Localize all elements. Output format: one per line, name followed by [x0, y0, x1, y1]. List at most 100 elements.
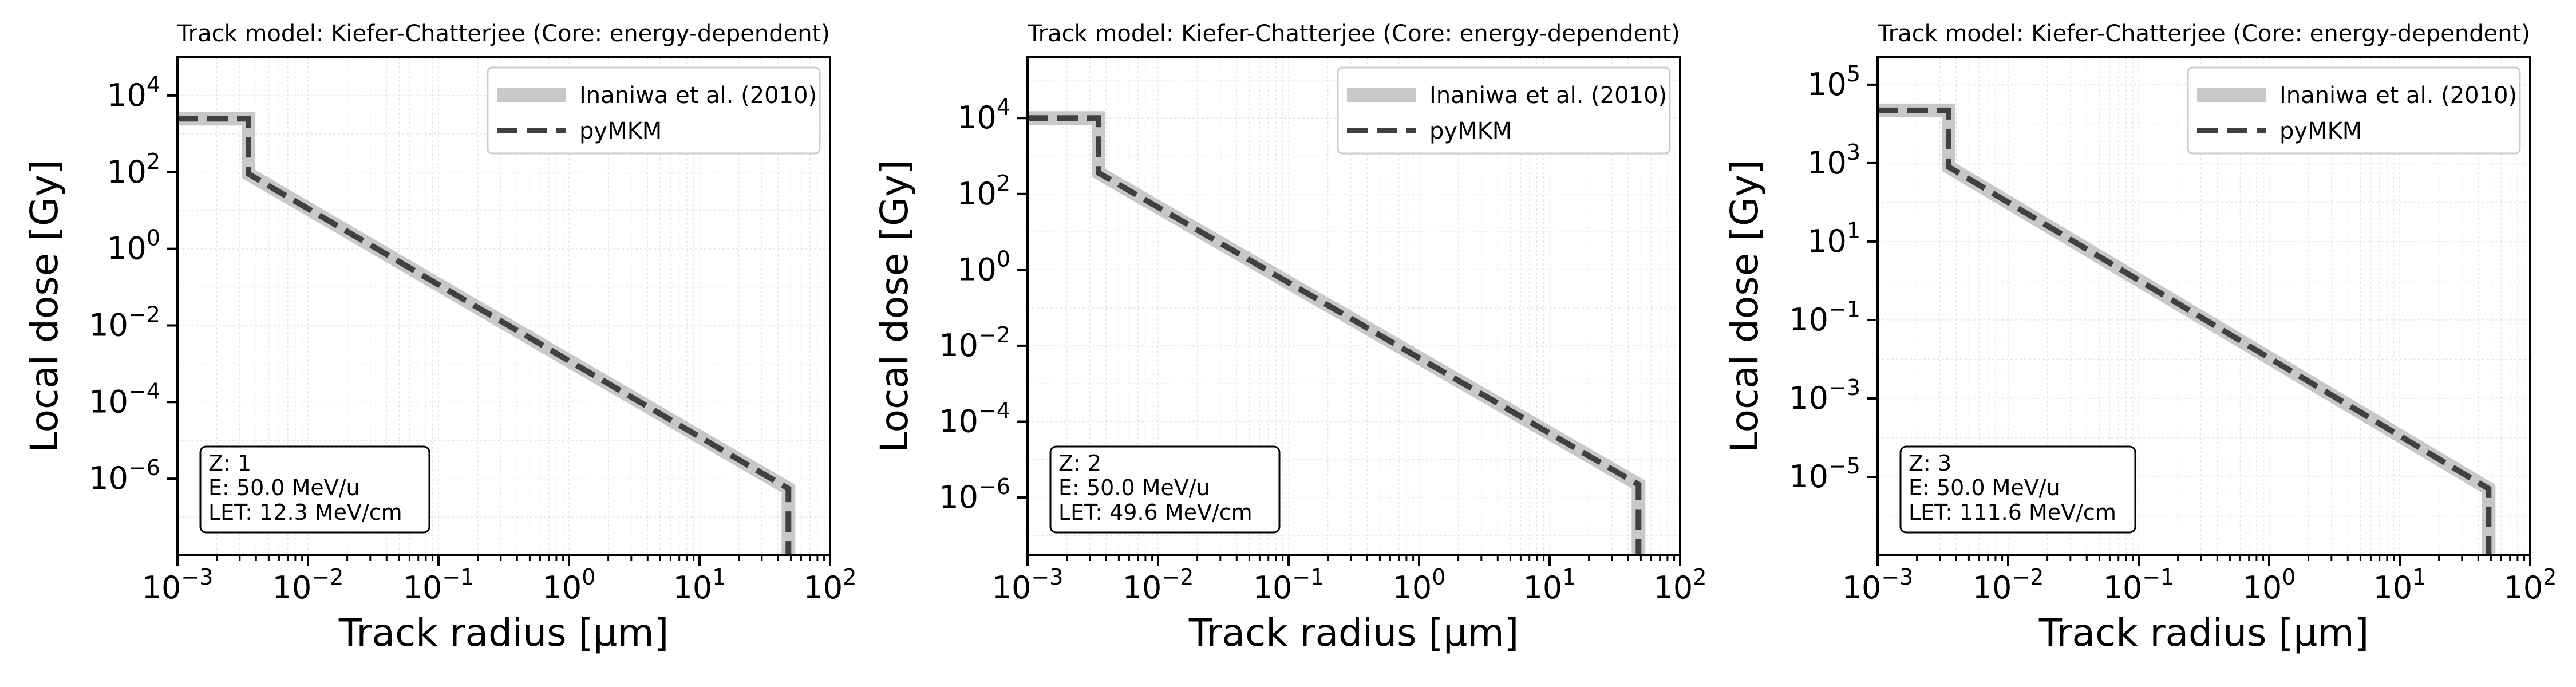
legend-label: Inaniwa et al. (2010)	[2279, 82, 2517, 109]
x-tick-exponent: −1	[442, 564, 474, 590]
x-tick-base: 10	[1253, 570, 1293, 606]
legend: Inaniwa et al. (2010) pyMKM	[1337, 66, 1671, 155]
y-tick-label: 10−2	[939, 322, 1010, 364]
annotation-line: LET: 12.3 MeV/cm	[208, 500, 402, 525]
chart-title: Track model: Kiefer-Chatterjee (Core: en…	[177, 21, 830, 47]
y-tick-label: 103	[1807, 140, 1860, 181]
annotation-box	[199, 445, 430, 534]
y-tick-label: 10−4	[89, 378, 160, 420]
series-line-pymkm	[177, 116, 792, 555]
legend-label: pyMKM	[1429, 118, 1512, 144]
legend: Inaniwa et al. (2010) pyMKM	[2187, 66, 2521, 155]
y-tick-exponent: −5	[1828, 453, 1860, 479]
y-tick-label: 10−6	[89, 455, 160, 496]
y-tick-base: 10	[107, 77, 147, 113]
x-tick-label: 100	[543, 564, 596, 606]
x-tick-label: 10−1	[1253, 564, 1325, 606]
y-tick-base: 10	[89, 307, 128, 343]
y-tick-label: 100	[107, 226, 160, 267]
y-tick-exponent: 4	[147, 72, 160, 97]
y-tick-base: 10	[939, 479, 978, 515]
x-tick-exponent: 0	[2282, 564, 2296, 590]
y-tick-exponent: 3	[1847, 140, 1860, 165]
x-tick-base: 10	[543, 570, 582, 606]
x-tick-base: 10	[2373, 570, 2413, 606]
x-tick-label: 100	[1393, 564, 1446, 606]
x-tick-exponent: −2	[2012, 564, 2044, 590]
x-tick-exponent: −3	[1031, 564, 1063, 590]
x-tick-exponent: −1	[1292, 564, 1324, 590]
x-tick-label: 101	[1523, 564, 1577, 606]
x-axis-label: Track radius [μm]	[338, 611, 669, 655]
x-tick-base: 10	[804, 570, 843, 606]
x-tick-exponent: −1	[2142, 564, 2174, 590]
annotation-line: LET: 49.6 MeV/cm	[1058, 500, 1253, 525]
y-tick-exponent: 1	[1847, 218, 1860, 243]
x-tick-label: 100	[2243, 564, 2296, 606]
y-tick-label: 105	[1807, 61, 1860, 102]
y-tick-label: 10−2	[89, 302, 160, 343]
y-tick-exponent: 0	[997, 246, 1010, 271]
y-tick-exponent: −1	[1828, 297, 1860, 322]
x-tick-base: 10	[2243, 570, 2282, 606]
x-tick-base: 10	[673, 570, 713, 606]
y-tick-base: 10	[1789, 459, 1828, 495]
y-tick-label: 104	[107, 72, 160, 113]
annotation-line: E: 50.0 MeV/u	[1909, 475, 2060, 500]
annotation-line: Z: 1	[208, 451, 251, 476]
annotation-line: E: 50.0 MeV/u	[208, 475, 360, 500]
y-axis-label: Local dose [Gy]	[22, 160, 66, 453]
annotation-line: Z: 2	[1058, 451, 1101, 476]
y-tick-exponent: 2	[147, 149, 160, 174]
x-tick-base: 10	[992, 570, 1032, 606]
y-tick-base: 10	[89, 384, 128, 420]
x-tick-base: 10	[1654, 570, 1693, 606]
legend-label: Inaniwa et al. (2010)	[1429, 82, 1667, 109]
x-tick-exponent: −3	[1881, 564, 1913, 590]
annotation-line: Z: 3	[1909, 451, 1951, 476]
y-axis-label: Local dose [Gy]	[872, 160, 916, 453]
y-tick-label: 10−4	[939, 398, 1010, 439]
y-tick-label: 10−1	[1789, 297, 1860, 338]
x-tick-base: 10	[1842, 570, 1882, 606]
y-tick-base: 10	[1789, 380, 1828, 416]
legend-label: Inaniwa et al. (2010)	[579, 82, 817, 109]
x-tick-label: 101	[673, 564, 726, 606]
x-tick-label: 10−3	[1842, 564, 1914, 606]
x-tick-exponent: 1	[712, 564, 726, 590]
x-tick-exponent: −3	[181, 564, 213, 590]
y-tick-base: 10	[107, 231, 147, 267]
y-tick-base: 10	[957, 176, 997, 212]
x-tick-exponent: 2	[2543, 564, 2557, 590]
y-tick-label: 104	[957, 94, 1010, 136]
x-tick-exponent: 1	[2412, 564, 2426, 590]
y-tick-exponent: −6	[978, 474, 1010, 499]
y-tick-base: 10	[107, 154, 147, 190]
axes-frame	[1876, 56, 2531, 556]
annotation-line: LET: 111.6 MeV/cm	[1909, 500, 2116, 525]
x-tick-exponent: −2	[311, 564, 343, 590]
x-tick-label: 10−1	[2103, 564, 2175, 606]
axes-frame	[1026, 56, 1681, 556]
x-tick-label: 102	[1654, 564, 1707, 606]
y-tick-label: 102	[107, 149, 160, 190]
annotation-box	[1899, 445, 2136, 534]
annotation-box	[1049, 445, 1281, 534]
y-tick-label: 10−5	[1789, 453, 1860, 495]
x-axis-label: Track radius [μm]	[2038, 611, 2369, 655]
x-tick-label: 102	[2504, 564, 2557, 606]
legend-label: pyMKM	[579, 118, 662, 144]
x-tick-label: 10−1	[403, 564, 475, 606]
y-tick-label: 10−3	[1789, 375, 1860, 416]
x-tick-exponent: 0	[1432, 564, 1445, 590]
y-tick-exponent: −4	[128, 378, 160, 404]
y-tick-exponent: −3	[1828, 375, 1860, 400]
chart-panel-3: 10−3 10−2 10−1 100 101 10210510310110−110−310…	[1722, 21, 2557, 655]
legend-box	[1337, 66, 1671, 155]
x-tick-label: 10−3	[142, 564, 214, 606]
series-line-pymkm	[1028, 115, 1642, 555]
x-tick-base: 10	[272, 570, 312, 606]
